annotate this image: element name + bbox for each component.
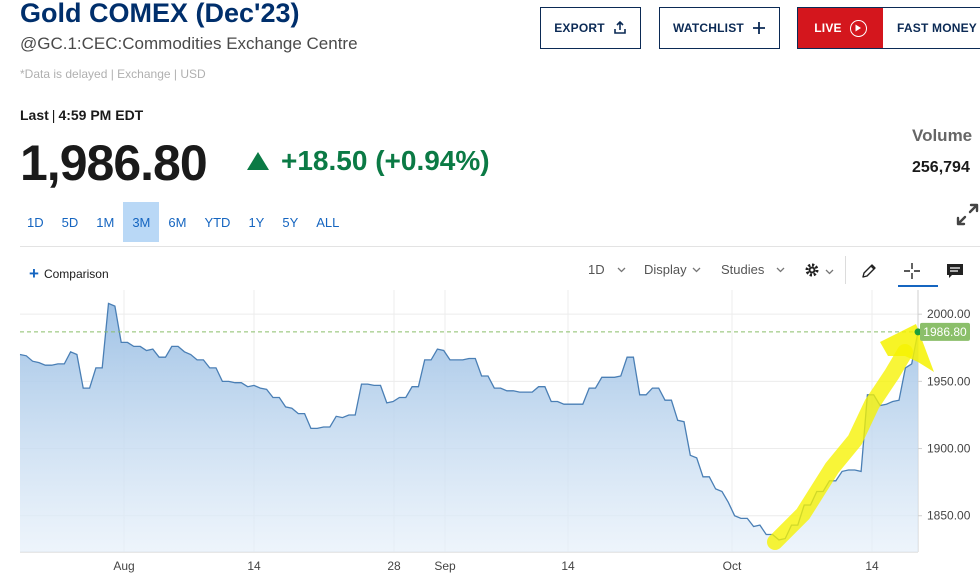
symbol-exchange: @GC.1:CEC:Commodities Exchange Centre xyxy=(20,34,358,53)
volume-value: 256,794 xyxy=(912,159,970,176)
annotation-tool-button[interactable] xyxy=(946,262,964,283)
x-tick-label: 28 xyxy=(387,559,401,573)
up-arrow-icon xyxy=(247,152,269,170)
last-price-tag-label: 1986.80 xyxy=(923,325,967,339)
live-badge: LIVE xyxy=(798,8,883,48)
plus-icon xyxy=(752,21,766,35)
range-1y[interactable]: 1Y xyxy=(248,214,265,230)
y-tick-label: 1950.00 xyxy=(927,374,971,388)
studies-dropdown[interactable]: Studies xyxy=(721,262,785,277)
last-label: Last xyxy=(20,107,49,123)
export-button[interactable]: EXPORT xyxy=(540,7,641,49)
display-label: Display xyxy=(644,262,687,277)
settings-dropdown[interactable] xyxy=(804,262,834,281)
display-dropdown[interactable]: Display xyxy=(644,262,701,277)
share-icon xyxy=(613,21,627,35)
y-tick-label: 1850.00 xyxy=(927,509,971,523)
watchlist-label: WATCHLIST xyxy=(673,21,744,35)
time-range-selector: 1D 5D 1M 3M 6M YTD 1Y 5Y ALL xyxy=(18,202,348,242)
y-tick-label: 1900.00 xyxy=(927,442,971,456)
x-tick-label: Aug xyxy=(113,559,134,573)
pencil-icon xyxy=(860,262,878,283)
play-icon xyxy=(849,19,867,37)
fast-money-label: FAST MONEY xyxy=(897,21,978,35)
range-6m[interactable]: 6M xyxy=(168,214,187,230)
range-1d[interactable]: 1D xyxy=(27,214,44,230)
range-ytd[interactable]: YTD xyxy=(204,214,231,230)
interval-dropdown[interactable]: 1D xyxy=(588,262,626,277)
studies-label: Studies xyxy=(721,262,765,277)
price-line xyxy=(19,302,919,541)
last-time: 4:59 PM EDT xyxy=(58,107,144,123)
crosshair-icon xyxy=(903,262,921,283)
volume-label: Volume xyxy=(912,126,973,145)
range-1m[interactable]: 1M xyxy=(96,214,115,230)
comment-icon xyxy=(946,262,964,283)
range-all[interactable]: ALL xyxy=(316,214,340,230)
page-title: Gold COMEX (Dec'23) xyxy=(20,0,300,28)
price-chart[interactable]: 2000.00 1950.00 1900.00 1850.00 Aug 14 28 Sep 1… xyxy=(0,290,980,578)
chart-divider xyxy=(20,246,980,247)
range-3m[interactable]: 3M xyxy=(123,202,160,242)
draw-tool-button[interactable] xyxy=(860,262,878,283)
price-area xyxy=(20,303,918,552)
x-tick-label: Sep xyxy=(434,559,456,573)
interval-label: 1D xyxy=(588,262,605,277)
highlight-arrow xyxy=(767,344,913,550)
x-tick-label: 14 xyxy=(247,559,261,573)
chevron-down-icon xyxy=(692,267,701,273)
last-price-tag xyxy=(920,322,970,341)
gear-icon xyxy=(804,262,820,281)
comparison-button[interactable]: + Comparison xyxy=(29,265,109,282)
price-change: +18.50 (+0.94%) xyxy=(247,145,490,177)
watchlist-button[interactable]: WATCHLIST xyxy=(659,7,780,49)
range-5y[interactable]: 5Y xyxy=(282,214,299,230)
live-fast-money-button[interactable]: LIVE FAST MONEY xyxy=(797,7,980,49)
chevron-down-icon xyxy=(825,269,834,275)
x-tick-label: Oct xyxy=(723,559,742,573)
last-price-dot xyxy=(914,328,922,336)
range-5d[interactable]: 5D xyxy=(61,214,79,230)
y-tick-label: 2000.00 xyxy=(927,307,971,321)
crosshair-tool-button[interactable] xyxy=(903,262,921,283)
x-tick-label: 14 xyxy=(865,559,879,573)
toolbar-separator xyxy=(845,256,846,284)
plus-icon: + xyxy=(29,264,39,283)
expand-icon[interactable] xyxy=(955,202,980,227)
x-tick-label: 14 xyxy=(561,559,575,573)
last-trade-time: Last | 4:59 PM EDT xyxy=(20,107,144,123)
chevron-down-icon xyxy=(617,267,626,273)
comparison-label: Comparison xyxy=(43,266,109,281)
export-label: EXPORT xyxy=(554,21,605,35)
last-price: 1,986.80 xyxy=(20,135,208,191)
data-delay-note: *Data is delayed | Exchange | USD xyxy=(20,67,206,81)
active-tool-indicator xyxy=(898,285,938,287)
live-label: LIVE xyxy=(814,21,842,35)
chevron-down-icon xyxy=(776,267,785,273)
price-change-value: +18.50 (+0.94%) xyxy=(281,145,490,176)
